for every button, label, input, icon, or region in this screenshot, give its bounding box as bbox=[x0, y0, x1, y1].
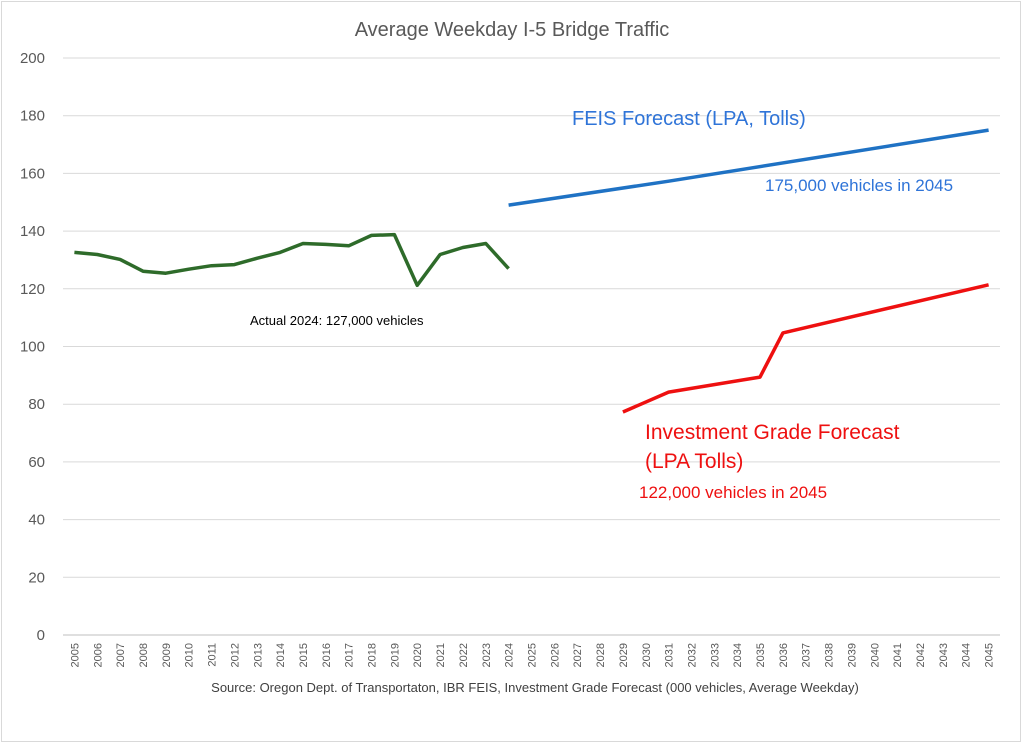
y-axis-tick-labels: 0 20 40 60 80 100 120 140 160 180 200 bbox=[20, 50, 45, 644]
x-tick-label-2013: 2013 bbox=[252, 643, 264, 667]
x-tick-label-2034: 2034 bbox=[732, 643, 744, 667]
x-tick-label-2005: 2005 bbox=[69, 643, 81, 667]
x-tick-label-2006: 2006 bbox=[92, 643, 104, 667]
x-tick-label-2012: 2012 bbox=[229, 643, 241, 667]
y-tick-label-80: 80 bbox=[28, 396, 45, 413]
series-line-2 bbox=[622, 283, 989, 414]
source-note: Source: Oregon Dept. of Transportaton, I… bbox=[211, 680, 859, 695]
x-tick-label-2008: 2008 bbox=[138, 643, 150, 667]
x-tick-label-2041: 2041 bbox=[892, 643, 904, 667]
series-lines bbox=[74, 128, 989, 414]
series-line-1 bbox=[508, 128, 989, 207]
x-tick-label-2022: 2022 bbox=[458, 643, 470, 667]
y-tick-label-40: 40 bbox=[28, 512, 45, 529]
y-tick-label-140: 140 bbox=[20, 223, 45, 240]
x-tick-label-2018: 2018 bbox=[367, 643, 379, 667]
series-line-0 bbox=[74, 232, 510, 288]
x-tick-label-2027: 2027 bbox=[572, 643, 584, 667]
x-tick-label-2014: 2014 bbox=[275, 643, 287, 667]
y-tick-label-200: 200 bbox=[20, 50, 45, 67]
x-tick-label-2029: 2029 bbox=[618, 643, 630, 667]
x-tick-label-2038: 2038 bbox=[824, 643, 836, 667]
x-tick-label-2016: 2016 bbox=[321, 643, 333, 667]
x-tick-label-2025: 2025 bbox=[527, 643, 539, 667]
x-tick-label-2039: 2039 bbox=[846, 643, 858, 667]
x-tick-label-2036: 2036 bbox=[778, 643, 790, 667]
x-tick-label-2032: 2032 bbox=[686, 643, 698, 667]
x-tick-label-2035: 2035 bbox=[755, 643, 767, 667]
x-tick-label-2044: 2044 bbox=[961, 643, 973, 667]
x-axis-tick-labels: 2005 2006 2007 2008 2009 2010 2011 2012 2013 2014… bbox=[69, 643, 995, 667]
annotation-ig-2045: 122,000 vehicles in 2045 bbox=[639, 483, 827, 502]
x-tick-label-2040: 2040 bbox=[869, 643, 881, 667]
annotation-feis-forecast: FEIS Forecast (LPA, Tolls) bbox=[572, 108, 806, 130]
x-tick-label-2023: 2023 bbox=[481, 643, 493, 667]
x-tick-label-2021: 2021 bbox=[435, 643, 447, 667]
y-tick-label-60: 60 bbox=[28, 454, 45, 471]
x-tick-label-2031: 2031 bbox=[664, 643, 676, 667]
x-tick-label-2024: 2024 bbox=[504, 643, 516, 667]
x-tick-label-2009: 2009 bbox=[161, 643, 173, 667]
annotation-ig-forecast-line1: Investment Grade Forecast bbox=[645, 421, 900, 444]
annotation-ig-forecast-line2: (LPA Tolls) bbox=[645, 450, 743, 473]
x-tick-label-2033: 2033 bbox=[709, 643, 721, 667]
x-tick-label-2017: 2017 bbox=[344, 643, 356, 667]
gridlines bbox=[63, 57, 1000, 636]
x-tick-label-2010: 2010 bbox=[184, 643, 196, 667]
y-tick-label-20: 20 bbox=[28, 569, 45, 586]
x-tick-label-2028: 2028 bbox=[595, 643, 607, 667]
annotation-feis-2045: 175,000 vehicles in 2045 bbox=[765, 176, 953, 195]
x-tick-label-2030: 2030 bbox=[641, 643, 653, 667]
y-tick-label-0: 0 bbox=[37, 627, 45, 644]
x-tick-label-2043: 2043 bbox=[938, 643, 950, 667]
y-tick-label-100: 100 bbox=[20, 339, 45, 356]
x-tick-label-2019: 2019 bbox=[389, 643, 401, 667]
y-tick-label-160: 160 bbox=[20, 165, 45, 182]
y-tick-label-180: 180 bbox=[20, 108, 45, 125]
x-tick-label-2020: 2020 bbox=[412, 643, 424, 667]
y-tick-label-120: 120 bbox=[20, 281, 45, 298]
x-tick-label-2042: 2042 bbox=[915, 643, 927, 667]
x-tick-label-2011: 2011 bbox=[207, 643, 219, 667]
x-tick-label-2007: 2007 bbox=[115, 643, 127, 667]
x-tick-label-2037: 2037 bbox=[801, 643, 813, 667]
x-tick-label-2026: 2026 bbox=[549, 643, 561, 667]
chart-title: Average Weekday I-5 Bridge Traffic bbox=[355, 19, 670, 41]
annotation-actual-2024: Actual 2024: 127,000 vehicles bbox=[250, 313, 424, 328]
x-tick-label-2045: 2045 bbox=[984, 643, 996, 667]
x-tick-label-2015: 2015 bbox=[298, 643, 310, 667]
